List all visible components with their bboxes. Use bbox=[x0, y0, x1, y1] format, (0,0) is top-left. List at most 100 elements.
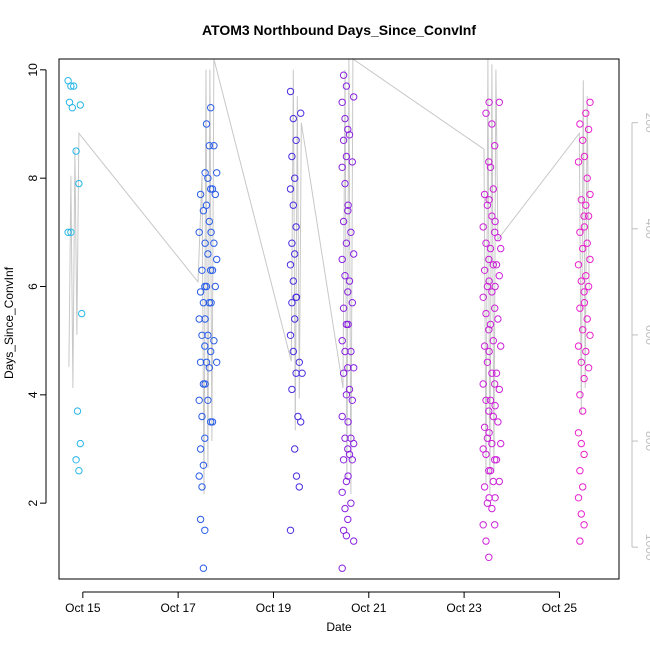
data-point bbox=[583, 174, 591, 182]
depth-tick-label: 600 bbox=[643, 325, 650, 345]
data-point bbox=[341, 179, 349, 188]
data-point bbox=[479, 521, 487, 529]
data-point bbox=[348, 299, 356, 307]
data-point bbox=[210, 142, 218, 150]
data-point bbox=[339, 369, 348, 377]
data-point bbox=[584, 364, 593, 372]
data-point bbox=[488, 212, 496, 220]
data-point bbox=[497, 342, 505, 350]
data-point bbox=[574, 261, 583, 269]
data-point bbox=[199, 564, 208, 572]
data-point bbox=[497, 439, 505, 448]
data-point bbox=[291, 250, 299, 258]
depth-tick-label: 400 bbox=[643, 219, 650, 239]
data-point bbox=[201, 315, 209, 323]
data-point bbox=[574, 429, 583, 437]
data-point bbox=[292, 223, 300, 231]
data-point bbox=[488, 504, 496, 513]
data-point bbox=[586, 331, 594, 339]
data-point bbox=[491, 217, 499, 226]
data-point bbox=[483, 358, 492, 366]
data-point bbox=[494, 315, 502, 323]
data-point bbox=[289, 201, 297, 209]
data-point bbox=[73, 407, 82, 415]
data-point bbox=[292, 472, 301, 480]
data-point bbox=[297, 109, 305, 117]
data-point bbox=[479, 293, 487, 301]
data-point bbox=[64, 228, 72, 237]
data-point bbox=[295, 358, 303, 366]
data-point bbox=[482, 450, 490, 459]
data-point bbox=[579, 407, 587, 415]
data-point bbox=[586, 190, 594, 199]
data-point bbox=[485, 347, 493, 356]
data-point bbox=[485, 255, 493, 264]
depth-tick-label: 200 bbox=[643, 113, 650, 133]
data-point bbox=[207, 347, 215, 356]
data-point bbox=[582, 272, 590, 280]
data-point bbox=[350, 439, 358, 448]
data-point bbox=[207, 228, 215, 237]
data-point bbox=[342, 532, 351, 540]
x-tick-label: Oct 23 bbox=[446, 601, 482, 615]
data-point bbox=[480, 266, 489, 274]
data-point bbox=[286, 526, 295, 534]
data-point bbox=[576, 304, 584, 312]
data-point bbox=[289, 277, 297, 285]
data-point bbox=[201, 342, 209, 350]
data-point bbox=[339, 136, 348, 145]
data-point bbox=[210, 239, 218, 247]
y-axis: 2 4 6 8 10 bbox=[26, 63, 47, 507]
data-point bbox=[485, 277, 493, 285]
data-point bbox=[489, 477, 497, 486]
data-point bbox=[491, 402, 499, 410]
data-point bbox=[202, 201, 211, 209]
data-points bbox=[64, 71, 594, 572]
x-tick-label: Oct 25 bbox=[542, 601, 578, 615]
data-point bbox=[347, 499, 355, 507]
data-point bbox=[204, 174, 212, 182]
data-point bbox=[482, 309, 490, 318]
data-point bbox=[580, 212, 588, 220]
data-point bbox=[201, 526, 209, 534]
data-point bbox=[580, 152, 589, 161]
data-point bbox=[199, 207, 208, 215]
data-point bbox=[339, 217, 348, 226]
data-point bbox=[338, 337, 346, 345]
data-point bbox=[345, 385, 354, 394]
data-point bbox=[577, 358, 585, 366]
data-point bbox=[288, 152, 296, 161]
data-point bbox=[486, 163, 495, 172]
data-point bbox=[204, 331, 212, 339]
data-point bbox=[202, 120, 211, 128]
data-point bbox=[495, 98, 503, 107]
data-point bbox=[491, 228, 499, 237]
data-point bbox=[486, 467, 495, 475]
data-point bbox=[482, 396, 490, 404]
data-point bbox=[198, 331, 206, 339]
data-point bbox=[494, 234, 502, 242]
data-point bbox=[291, 445, 299, 453]
data-point bbox=[486, 244, 495, 253]
data-point bbox=[582, 109, 590, 117]
data-point bbox=[350, 364, 358, 372]
data-point bbox=[196, 445, 205, 453]
data-point bbox=[479, 380, 487, 388]
data-point bbox=[338, 412, 346, 421]
data-point bbox=[341, 504, 349, 513]
data-point bbox=[348, 396, 356, 404]
data-point bbox=[298, 369, 306, 377]
data-point bbox=[586, 98, 594, 107]
data-point bbox=[579, 244, 587, 253]
x-tick-label: Oct 21 bbox=[351, 601, 387, 615]
data-point bbox=[288, 239, 296, 247]
data-point bbox=[577, 439, 585, 448]
data-point bbox=[495, 385, 503, 394]
data-point bbox=[576, 391, 584, 399]
data-point bbox=[72, 456, 80, 464]
data-point bbox=[480, 342, 489, 350]
data-point bbox=[586, 255, 594, 264]
data-point bbox=[574, 494, 583, 502]
data-point bbox=[342, 239, 351, 247]
data-point bbox=[347, 347, 355, 356]
